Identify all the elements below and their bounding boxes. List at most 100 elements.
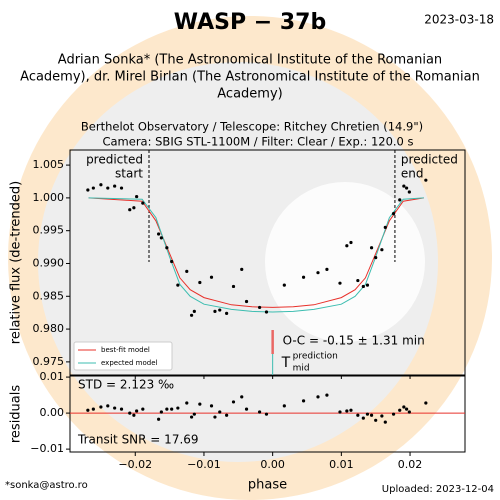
data-point (349, 240, 353, 245)
data-point (345, 409, 349, 413)
data-point (407, 190, 411, 194)
footer-email: *sonka@astro.ro (5, 480, 88, 491)
plot-frame (69, 375, 466, 453)
data-point (218, 308, 222, 312)
data-point (91, 186, 95, 190)
data-point (338, 281, 342, 285)
x-axis-label: phase (248, 478, 287, 493)
watermark-c (265, 182, 425, 342)
watermark (8, 16, 492, 500)
data-point (218, 410, 222, 414)
data-point (170, 407, 174, 411)
y-tick-label: 0.00 (40, 406, 65, 419)
data-point (106, 186, 110, 190)
data-point (132, 206, 136, 210)
y-tick-label: 1.005 (33, 158, 65, 171)
y-tick-label: 0.985 (33, 289, 65, 302)
data-point (198, 402, 202, 406)
data-point (325, 393, 329, 397)
data-point (189, 313, 194, 317)
data-point (264, 310, 269, 314)
data-point (86, 188, 90, 192)
oc-label: O-C = -0.15 ± 1.31 min (283, 334, 425, 348)
data-point (192, 309, 196, 313)
predicted-label: start (115, 167, 143, 181)
data-point (128, 208, 132, 212)
data-point (213, 415, 217, 419)
data-point (170, 259, 174, 264)
data-point (365, 283, 370, 287)
predicted-label: end (401, 167, 424, 181)
data-point (258, 410, 262, 414)
data-point (356, 278, 360, 283)
data-point (185, 269, 189, 273)
data-point (141, 407, 145, 411)
data-point (225, 311, 229, 315)
legend-label: best-fit model (101, 346, 150, 354)
data-point (365, 412, 370, 416)
data-point (159, 236, 163, 240)
data-point (99, 405, 103, 409)
data-point (338, 410, 342, 414)
subtitle-line: Camera: SBIG STL-1100M / Filter: Clear /… (102, 135, 413, 149)
data-point (349, 408, 353, 412)
footer-upload: Uploaded: 2023-12-04 (382, 484, 494, 495)
data-point (398, 198, 402, 202)
data-point (301, 275, 306, 279)
data-point (316, 395, 320, 399)
legend-box (73, 341, 173, 371)
x-tick-label: 0.00 (260, 458, 285, 471)
y-tick-label: 0.975 (33, 355, 65, 368)
data-point (225, 413, 229, 417)
data-point (240, 395, 244, 399)
authors-line: Academy) (217, 87, 282, 102)
std-label: STD = 2.123 ‰ (78, 378, 174, 392)
predicted-label: predicted (401, 153, 458, 167)
data-point (106, 404, 110, 408)
data-point (282, 283, 286, 287)
data-point (383, 225, 387, 230)
data-point (198, 280, 202, 285)
data-point (380, 414, 384, 418)
data-point (135, 194, 139, 199)
y-axis-label: residuals (9, 385, 24, 444)
data-point (135, 409, 139, 413)
data-point (157, 417, 161, 421)
data-point (356, 413, 360, 417)
data-point (407, 410, 411, 414)
data-point (209, 275, 214, 279)
data-point (398, 408, 402, 412)
data-point (391, 212, 396, 216)
data-point (213, 309, 217, 313)
subtitle-line: Berthelot Observatory / Telescope: Ritch… (81, 120, 423, 134)
y-tick-label: 0.995 (33, 224, 65, 237)
data-point (424, 401, 428, 405)
data-point (424, 178, 428, 182)
authors-line: Academy), dr. Mirel Birlan (The Astronom… (20, 70, 480, 85)
chart-title: WASP − 37b (174, 10, 326, 35)
data-point (176, 406, 180, 410)
data-point (345, 244, 349, 248)
data-point (209, 404, 214, 408)
data-point (192, 412, 196, 416)
data-point (258, 305, 262, 310)
data-point (99, 183, 103, 187)
data-point (189, 415, 194, 419)
y-tick-label: 0.01 (40, 370, 65, 383)
data-point (316, 271, 320, 275)
data-point (176, 283, 180, 287)
tmid-label: T (281, 355, 291, 371)
data-point (374, 255, 378, 260)
data-point (141, 201, 145, 205)
y-tick-label: 0.980 (33, 322, 65, 335)
data-point (86, 408, 90, 412)
data-point (128, 411, 132, 415)
y-tick-label: 1.000 (33, 191, 65, 204)
authors-line: Adrian Sonka* (The Astronomical Institut… (58, 53, 442, 68)
data-point (244, 299, 249, 304)
data-point (113, 406, 117, 410)
y-tick-label: −0.01 (30, 442, 64, 455)
data-point (405, 186, 409, 190)
tmid-sup: prediction (293, 352, 338, 362)
